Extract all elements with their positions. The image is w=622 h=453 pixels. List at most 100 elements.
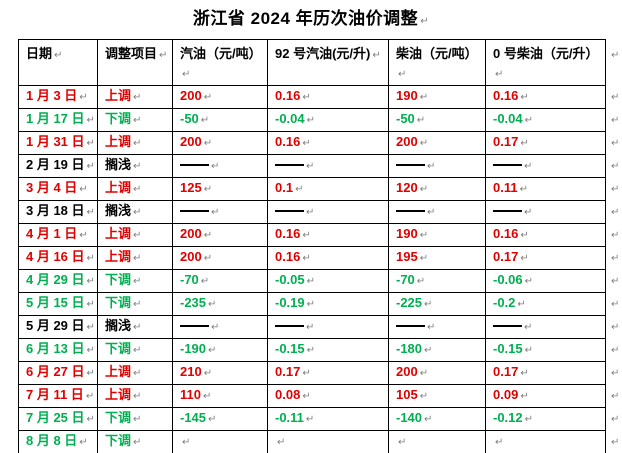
cell-end-mark: ↵	[203, 368, 213, 379]
cell-end-mark: ↵	[86, 253, 95, 264]
table-row: 1 月 17 日 ↵ 下调 ↵ -50 ↵ -0.04 ↵ -50 ↵ -0.04 ↵ ↵	[18, 108, 622, 132]
dash-placeholder	[493, 163, 522, 166]
cell-text: 0.16	[275, 226, 301, 241]
row-end-mark: ↵	[606, 385, 622, 408]
cell-text: 200	[180, 134, 202, 149]
cell-text: 1 月 31 日	[26, 134, 85, 149]
paragraph-mark: ↵	[611, 276, 620, 287]
row-end-mark: ↵	[606, 316, 622, 339]
value-cell: ↵	[267, 200, 389, 224]
dash-placeholder	[275, 209, 304, 212]
cell-text: 125	[180, 180, 202, 195]
cell-text: 210	[180, 364, 202, 379]
paragraph-mark: ↵	[611, 299, 620, 310]
value-cell: 190 ↵	[388, 223, 486, 247]
value-cell: ↵	[485, 200, 606, 224]
action-cell: 下调 ↵	[97, 108, 173, 132]
price-table: 日期 ↵ 调整项目 ↵ 汽油（元/吨）↵ 92 号汽油(元/升) ↵ 柴油（元/吨）↵…	[18, 39, 622, 453]
cell-end-mark: ↵	[419, 230, 429, 241]
header-label: 0 号柴油（元/升）	[493, 46, 599, 61]
cell-end-mark: ↵	[133, 92, 142, 103]
dash-placeholder	[180, 324, 209, 327]
date-cell: 6 月 13 日 ↵	[18, 338, 98, 362]
value-cell: 105 ↵	[388, 384, 486, 408]
paragraph-mark: ↵	[611, 138, 620, 149]
cell-end-mark: ↵	[133, 253, 142, 264]
cell-end-mark: ↵	[79, 92, 88, 103]
cell-end-mark: ↵	[86, 414, 95, 425]
cell-text: -0.04	[275, 111, 305, 126]
value-cell: ↵	[172, 315, 268, 339]
cell-end-mark: ↵	[524, 207, 533, 218]
cell-end-mark: ↵	[520, 138, 529, 149]
header-label: 柴油（元/吨）	[396, 46, 478, 61]
value-cell: -145 ↵	[172, 407, 268, 431]
cell-end-mark: ↵	[520, 92, 529, 103]
cell-end-mark: ↵	[524, 161, 533, 172]
cell-text: 0.08	[275, 387, 301, 402]
cell-text: 0.17	[493, 134, 519, 149]
cell-end-mark: ↵	[203, 92, 213, 103]
cell-text: 6 月 27 日	[26, 364, 85, 379]
action-cell: 下调 ↵	[97, 407, 173, 431]
cell-text: 105	[396, 387, 418, 402]
cell-end-mark: ↵	[306, 322, 315, 333]
cell-end-mark: ↵	[208, 414, 217, 425]
cell-end-mark: ↵	[306, 161, 315, 172]
cell-text: 0.16	[275, 249, 301, 264]
cell-end-mark: ↵	[306, 299, 316, 310]
cell-text: 200	[180, 226, 202, 241]
value-cell: ↵	[267, 154, 389, 178]
cell-text: 5 月 15 日	[26, 295, 85, 310]
date-cell: 5 月 15 日 ↵	[18, 292, 98, 316]
cell-end-mark: ↵	[302, 391, 311, 402]
cell-text: 上调	[105, 226, 132, 241]
value-cell: -50 ↵	[388, 108, 486, 132]
cell-end-mark: ↵	[416, 115, 426, 126]
cell-end-mark: ↵	[203, 184, 213, 195]
cell-end-mark: ↵	[85, 391, 95, 402]
value-cell: 0.17 ↵	[485, 246, 606, 270]
value-cell: 0.1 ↵	[267, 177, 389, 201]
cell-end-mark: ↵	[424, 414, 433, 425]
cell-text: 0.17	[493, 364, 519, 379]
row-end-mark: ↵	[606, 362, 622, 385]
cell-text: -0.06	[493, 272, 523, 287]
row-end-mark: ↵	[606, 408, 622, 431]
cell-text: 下调	[105, 295, 132, 310]
cell-text: -70	[180, 272, 199, 287]
cell-text: 0.09	[493, 387, 519, 402]
cell-end-mark: ↵	[86, 322, 95, 333]
cell-text: 4 月 16 日	[26, 249, 85, 264]
action-cell: 上调 ↵	[97, 85, 173, 109]
cell-end-mark: ↵	[302, 230, 311, 241]
cell-end-mark: ↵	[211, 207, 220, 218]
table-row: 6 月 13 日 ↵ 下调 ↵ -190 ↵ -0.15 ↵ -180 ↵ -0.15 ↵ ↵	[18, 338, 622, 362]
cell-end-mark: ↵	[133, 115, 142, 126]
action-cell: 上调 ↵	[97, 246, 173, 270]
value-cell: -180 ↵	[388, 338, 486, 362]
cell-end-mark: ↵	[427, 161, 436, 172]
row-end-mark: ↵	[606, 270, 622, 293]
cell-end-mark: ↵	[133, 207, 142, 218]
header-label: 92 号汽油(元/升)	[275, 46, 371, 61]
cell-end-mark: ↵	[182, 437, 191, 448]
cell-text: 下调	[105, 272, 132, 287]
dash-placeholder	[180, 209, 209, 212]
value-cell: 0.16 ↵	[267, 131, 389, 155]
value-cell: 195 ↵	[388, 246, 486, 270]
value-cell: 0.17 ↵	[485, 131, 606, 155]
cell-end-mark: ↵	[133, 230, 142, 241]
cell-text: -50	[396, 111, 415, 126]
cell-text: 0.16	[493, 226, 519, 241]
value-cell: -0.05 ↵	[267, 269, 389, 293]
value-cell: -190 ↵	[172, 338, 268, 362]
cell-end-mark: ↵	[86, 368, 95, 379]
value-cell: 110 ↵	[172, 384, 268, 408]
cell-text: -180	[396, 341, 423, 356]
cell-end-mark: ↵	[277, 437, 286, 448]
cell-end-mark: ↵	[86, 138, 95, 149]
date-cell: 1 月 31 日 ↵	[18, 131, 98, 155]
cell-text: 0.17	[493, 249, 519, 264]
cell-text: 120	[396, 180, 418, 195]
